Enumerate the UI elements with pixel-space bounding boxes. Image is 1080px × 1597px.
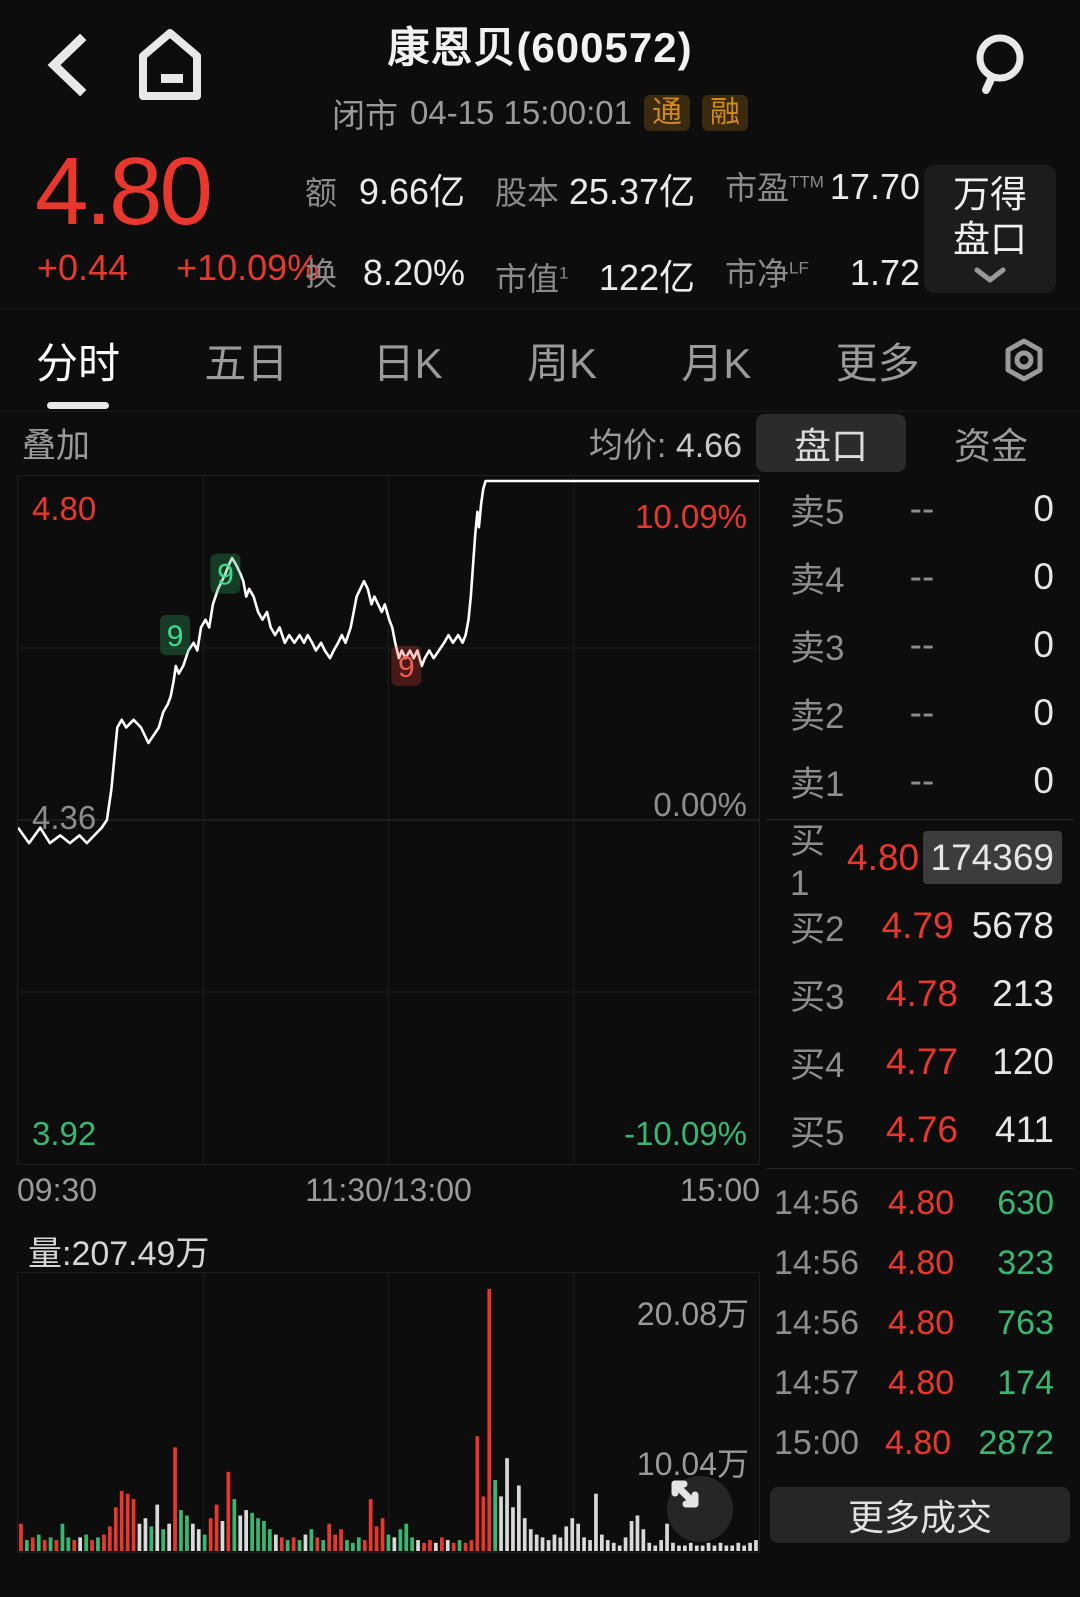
stat-amount: 额 9.66亿 <box>305 171 465 212</box>
page-title: 康恩贝(600572) <box>387 24 693 71</box>
wind-order-book-button[interactable]: 万得 盘口 <box>924 165 1056 293</box>
time-tick-close: 15:00 <box>679 1172 760 1208</box>
trade-row: 14:57 4.80 174 <box>774 1363 1054 1402</box>
ask-row-1[interactable]: 卖1 -- 0 <box>790 760 1054 804</box>
stat-turnover: 换 8.20% <box>305 252 465 293</box>
chart-label-high-price: 4.80 <box>32 490 97 527</box>
recent-trades-list: 14:56 4.80 630 14:56 4.80 323 14:56 4.80 763 1… <box>760 1173 1080 1473</box>
expand-chart-button[interactable] <box>667 1476 733 1542</box>
nine-turn-marker-green: 9 <box>210 553 241 594</box>
quote-stats: 额 9.66亿 股本 25.37亿 市盈TTM 17.70 换 8.20% 市值1 122… <box>305 163 920 301</box>
home-icon[interactable] <box>137 26 203 102</box>
volume-bars-svg <box>19 1273 758 1552</box>
tab-daily-k[interactable]: 日K <box>372 339 443 387</box>
panel-tab-order-book[interactable]: 盘口 <box>756 413 906 472</box>
chart-label-high-pct: 10.09% <box>635 498 747 535</box>
search-icon[interactable] <box>970 32 1028 94</box>
price-change-pct: +10.09% <box>176 247 320 288</box>
volume-total-label: 量:207.49万 <box>28 1235 210 1273</box>
bid-row-3[interactable]: 买3 4.78 213 <box>790 973 1054 1017</box>
tab-monthly-k[interactable]: 月K <box>681 339 752 387</box>
price-line-svg: 999 <box>18 476 759 1164</box>
tab-five-day[interactable]: 五日 <box>204 339 289 387</box>
stat-market-cap: 市值1 122亿 <box>495 257 695 298</box>
price-change: +0.44 <box>37 247 129 288</box>
trades-divider <box>766 1168 1074 1169</box>
ask-row-5[interactable]: 卖5 -- 0 <box>790 488 1054 532</box>
quote-section: 4.80 +0.44 +10.09% 额 9.66亿 股本 25.37亿 市盈TTM… <box>0 135 1080 308</box>
badge-tong: 通 <box>644 95 691 131</box>
chart-label-low-price: 3.92 <box>32 1115 97 1152</box>
chart-label-zero-pct: 0.00% <box>653 786 747 823</box>
back-icon[interactable] <box>44 34 90 96</box>
trade-row: 14:56 4.80 323 <box>774 1243 1054 1282</box>
ask-row-3[interactable]: 卖3 -- 0 <box>790 624 1054 668</box>
bid1-volume-highlight: 174369 <box>922 831 1062 884</box>
chart-sub-bar: 叠加 均价: 4.66 盘口 资金 <box>0 412 1080 473</box>
quote-datetime: 04-15 15:00:01 <box>409 94 633 131</box>
price-change-row: +0.44 +10.09% <box>37 247 319 289</box>
ask-row-2[interactable]: 卖2 -- 0 <box>790 692 1054 736</box>
bid-row-5[interactable]: 买5 4.76 411 <box>790 1109 1054 1153</box>
bid-row-1[interactable]: 买1 4.80 174369 <box>760 822 1080 903</box>
ask-row-4[interactable]: 卖4 -- 0 <box>790 556 1054 600</box>
panel-tab-funds[interactable]: 资金 <box>954 425 1028 467</box>
volume-chart[interactable]: 20.08万 10.04万 <box>17 1272 760 1553</box>
avg-price: 均价: 4.66 <box>588 427 742 465</box>
expand-icon <box>671 1480 699 1508</box>
time-axis: 09:30 11:30/13:00 15:00 <box>17 1172 760 1209</box>
chart-settings-icon[interactable] <box>1002 337 1046 383</box>
chart-label-prev-close: 4.36 <box>32 799 97 836</box>
period-tab-bar: 分时 五日 日K 周K 月K 更多 <box>0 308 1080 412</box>
order-book-panel: 卖5 -- 0 卖4 -- 0 卖3 -- 0 卖2 -- 0 卖1 -- 0 买1 4.80 1743… <box>760 475 1080 1597</box>
chevron-down-icon <box>974 267 1006 283</box>
market-status-row: 闭市 04-15 15:00:01 通 融 <box>0 89 1080 137</box>
stat-pb-lf: 市净LF 1.72 <box>725 252 920 293</box>
trade-row: 15:00 4.80 2872 <box>774 1423 1054 1462</box>
chart-label-low-pct: -10.09% <box>624 1115 747 1152</box>
stat-pe-ttm: 市盈TTM 17.70 <box>725 166 920 207</box>
time-tick-open: 09:30 <box>17 1172 98 1208</box>
time-tick-noon: 11:30/13:00 <box>305 1172 472 1208</box>
market-status: 闭市 <box>331 97 398 134</box>
tab-minute[interactable]: 分时 <box>34 312 122 409</box>
last-price: 4.80 <box>35 138 213 245</box>
badge-rong: 融 <box>702 95 749 131</box>
tab-weekly-k[interactable]: 周K <box>526 339 597 387</box>
more-trades-button[interactable]: 更多成交 <box>770 1487 1070 1543</box>
book-divider <box>766 819 1074 820</box>
trade-row: 14:56 4.80 630 <box>774 1183 1054 1222</box>
header: 康恩贝(600572) 闭市 04-15 15:00:01 通 融 <box>0 0 1080 135</box>
svg-text:9: 9 <box>398 651 415 684</box>
bid-row-2[interactable]: 买2 4.79 5678 <box>790 905 1054 949</box>
overlay-button[interactable]: 叠加 <box>22 427 90 465</box>
volume-scale-upper: 20.08万 <box>636 1296 749 1332</box>
tab-more[interactable]: 更多 <box>835 339 920 387</box>
nine-turn-marker-green: 9 <box>160 615 191 656</box>
nine-turn-marker-red: 9 <box>391 645 422 686</box>
svg-text:9: 9 <box>167 620 184 653</box>
trade-row: 14:56 4.80 763 <box>774 1303 1054 1342</box>
svg-text:9: 9 <box>217 558 234 591</box>
bid-row-4[interactable]: 买4 4.77 120 <box>790 1041 1054 1085</box>
stat-share-capital: 股本 25.37亿 <box>495 171 695 212</box>
